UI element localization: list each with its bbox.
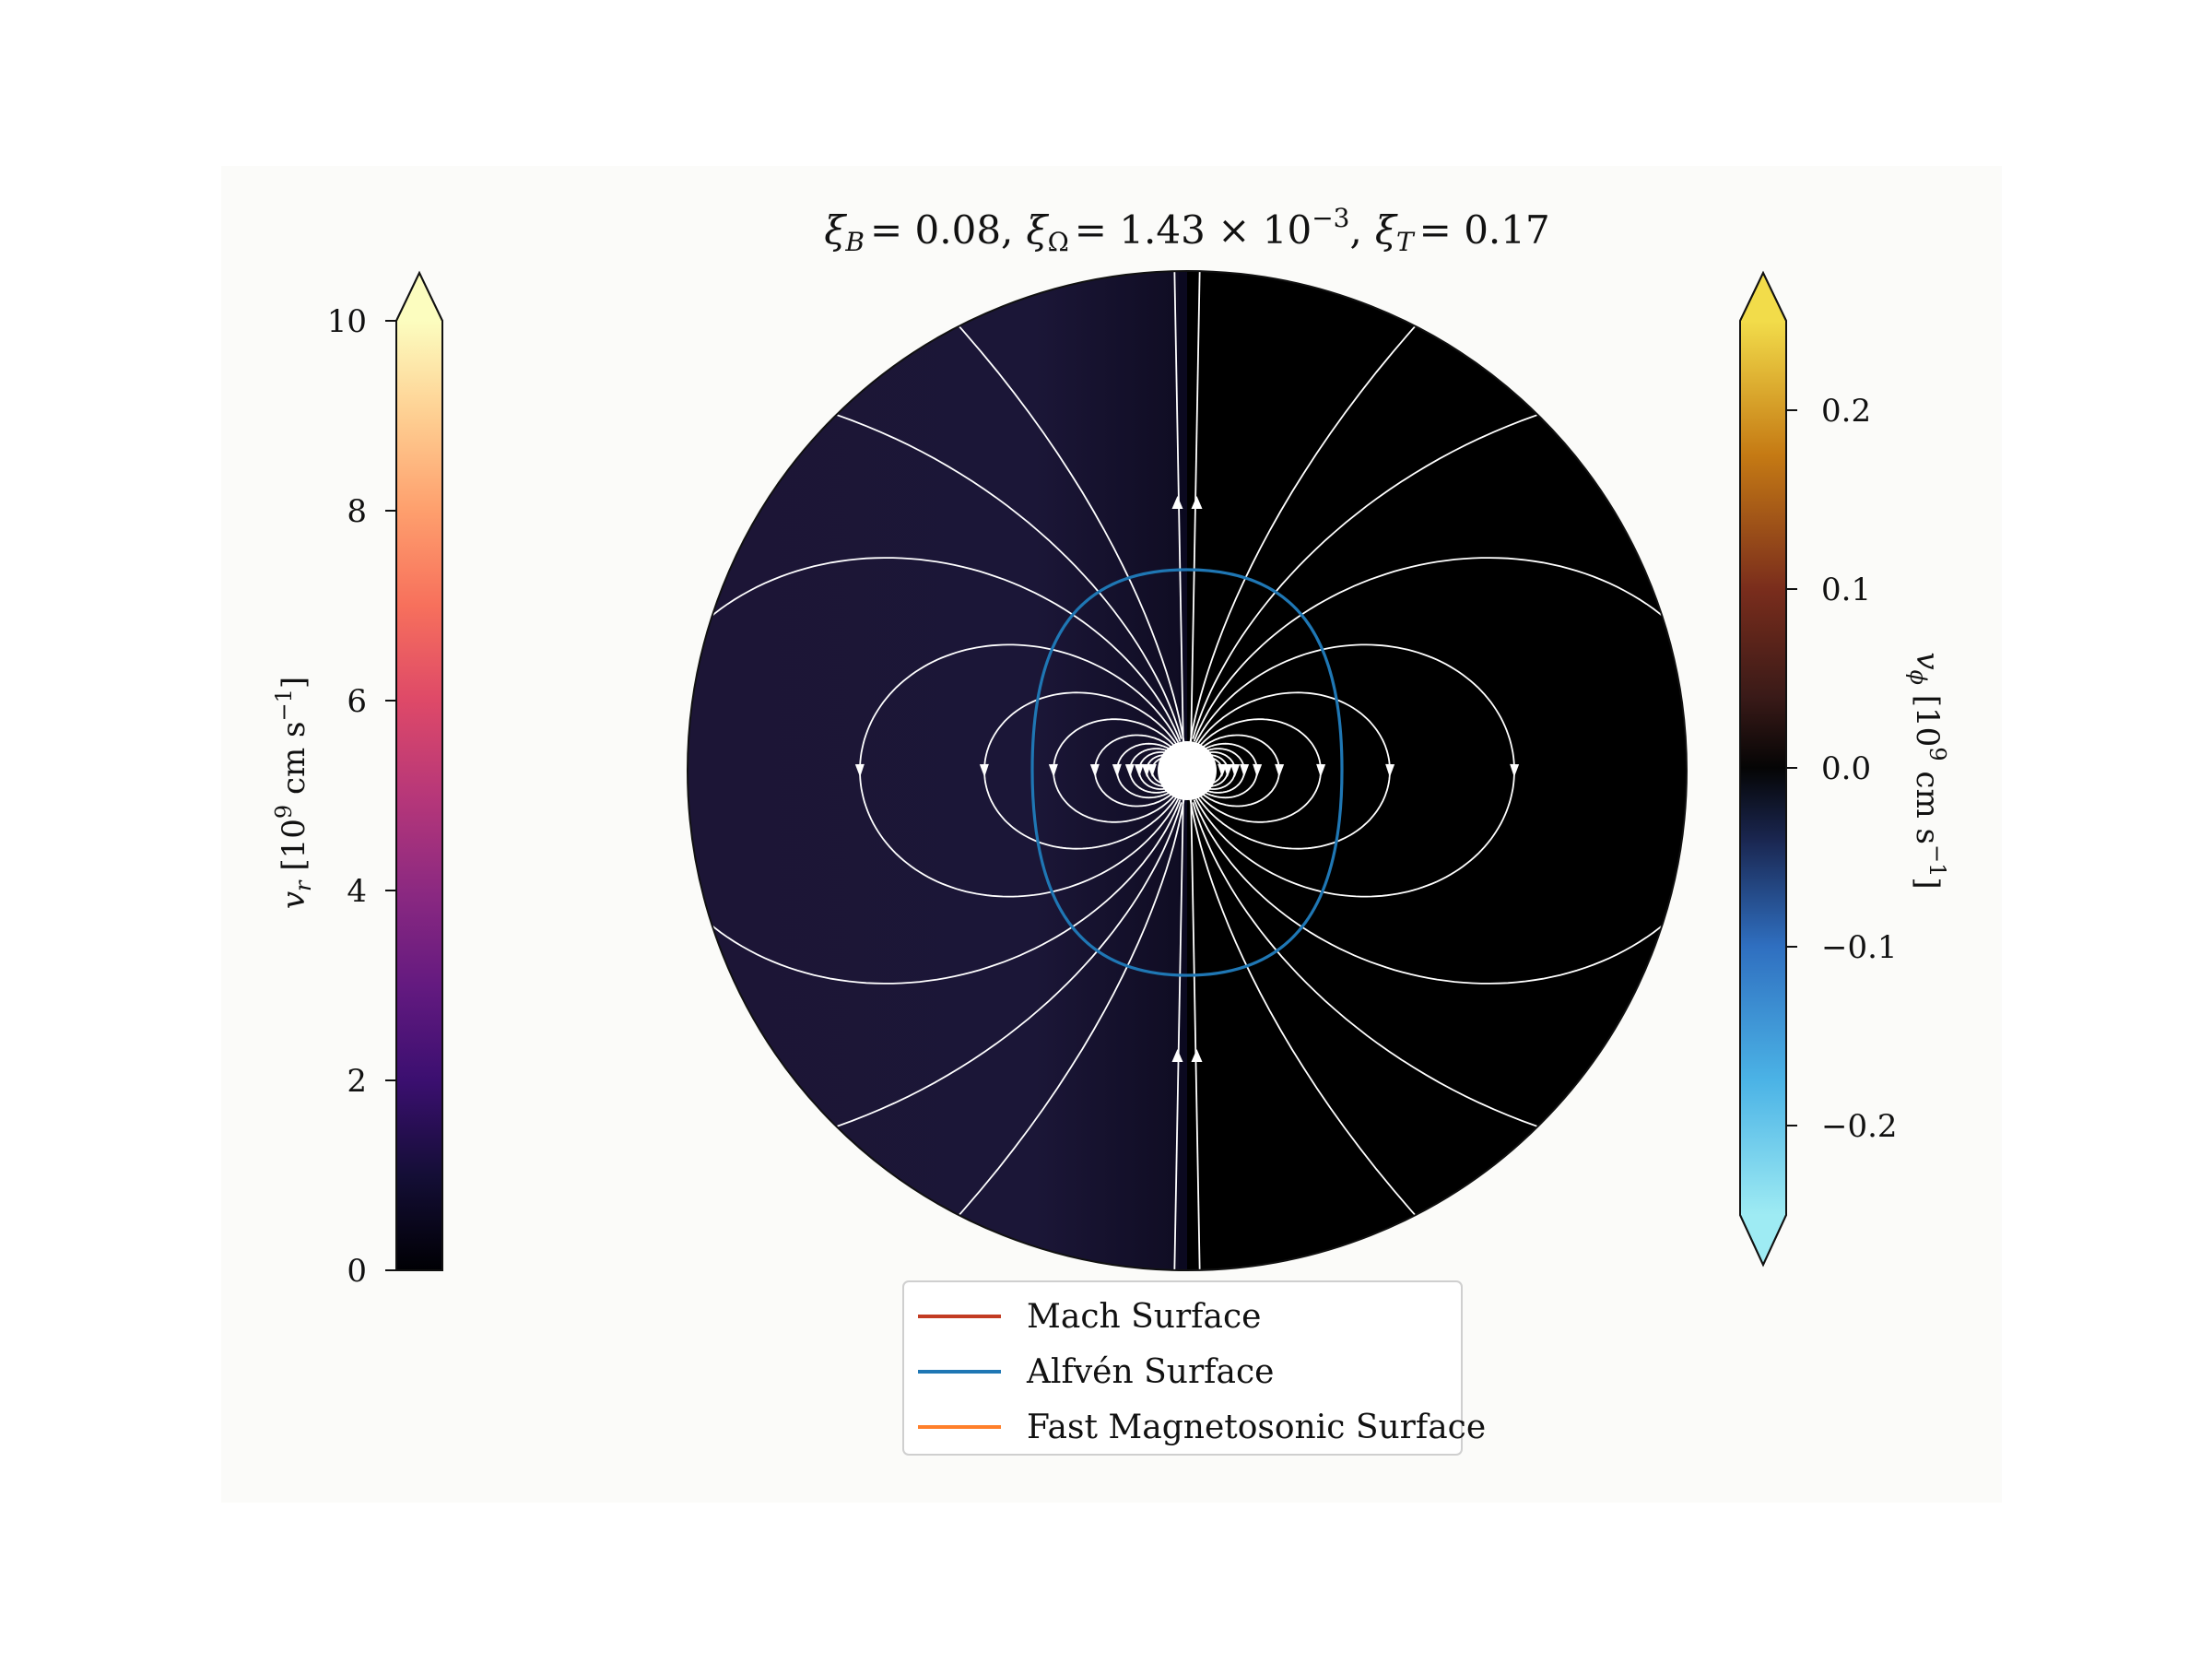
field-line-arrow — [1316, 763, 1326, 777]
field-line-arrow — [1385, 763, 1395, 777]
right-colorbar: 0.2 0.1 0.0 −0.1 −0.2 vϕ [109 cm s−1] — [1739, 270, 1950, 1268]
field-line-arrow — [979, 763, 989, 777]
star — [1158, 741, 1217, 800]
field-line — [1173, 271, 1184, 744]
legend: Mach Surface Alfvén Surface Fast Magnetoso… — [902, 1280, 1486, 1456]
legend-frame — [902, 1280, 1463, 1456]
right-colorbar-tick-label: 0.0 — [1821, 750, 1871, 787]
right-colorbar-tick-label: 0.2 — [1821, 393, 1871, 430]
right-colorbar-ticks: 0.2 0.1 0.0 −0.1 −0.2 — [1786, 393, 1898, 1145]
field-line-arrow — [1191, 1049, 1203, 1062]
field-line-arrow — [2196, 764, 2206, 777]
field-line-arrow — [854, 763, 865, 777]
left-colorbar-label: vr [109 cm s−1] — [271, 677, 316, 909]
field-line-arrow — [1230, 763, 1241, 777]
left-colorbar-ticks: 0 2 4 6 8 10 — [327, 303, 396, 1290]
right-colorbar-label: vϕ [109 cm s−1] — [1905, 652, 1950, 889]
field-line-arrow — [1191, 496, 1203, 509]
left-colorbar-tick-label: 8 — [347, 493, 367, 530]
field-line — [1190, 271, 1201, 744]
field-line-arrow — [1171, 1049, 1183, 1062]
field-line-arrow — [169, 764, 178, 777]
left-colorbar-tick-label: 6 — [347, 683, 367, 720]
field-line-arrow — [1223, 763, 1233, 777]
right-colorbar-outline — [1739, 270, 1787, 1268]
field-line — [1190, 797, 1201, 1270]
legend-label: Alfvén Surface — [1026, 1353, 1274, 1391]
right-colorbar-tick-label: −0.1 — [1821, 929, 1898, 966]
alfven-surface — [1030, 568, 1344, 977]
left-colorbar-gradient — [396, 321, 442, 1270]
field-line-arrow — [1510, 763, 1520, 777]
disk-outline — [687, 270, 1688, 1271]
field-line-arrow — [1124, 763, 1135, 777]
left-colorbar: 0 2 4 6 8 10 vr [109 cm s−1] — [271, 270, 443, 1290]
field-line — [688, 379, 1182, 1162]
left-colorbar-tick-label: 2 — [347, 1063, 367, 1100]
legend-label: Mach Surface — [1027, 1298, 1261, 1336]
field-line-arrow — [1134, 763, 1144, 777]
field-line-arrow — [1089, 763, 1100, 777]
legend-label: Fast Magnetosonic Surface — [1027, 1409, 1486, 1446]
field-line — [1192, 379, 1687, 1162]
field-line-arrow — [1112, 763, 1122, 777]
field-line-arrow — [1253, 763, 1263, 777]
field-line-arrow — [1171, 496, 1183, 509]
right-colorbar-gradient — [1740, 321, 1786, 1215]
field-line — [1193, 557, 1687, 985]
left-colorbar-tick-label: 4 — [347, 873, 367, 910]
field-line — [688, 557, 1182, 985]
field-line — [1173, 797, 1184, 1270]
left-colorbar-outline — [395, 270, 443, 1271]
left-colorbar-tick-label: 10 — [327, 303, 367, 340]
field-line-arrow — [1275, 763, 1285, 777]
right-colorbar-tick-label: 0.1 — [1821, 572, 1871, 608]
left-colorbar-tick-label: 0 — [347, 1253, 367, 1290]
field-line-arrow — [1048, 763, 1058, 777]
chart-title: ξB = 0.08, ξΩ = 1.43 × 10−3, ξT = 0.17 — [824, 203, 1549, 257]
field-line-arrow — [1240, 763, 1250, 777]
right-colorbar-tick-label: −0.2 — [1821, 1108, 1898, 1145]
field-line-arrow — [1141, 763, 1151, 777]
